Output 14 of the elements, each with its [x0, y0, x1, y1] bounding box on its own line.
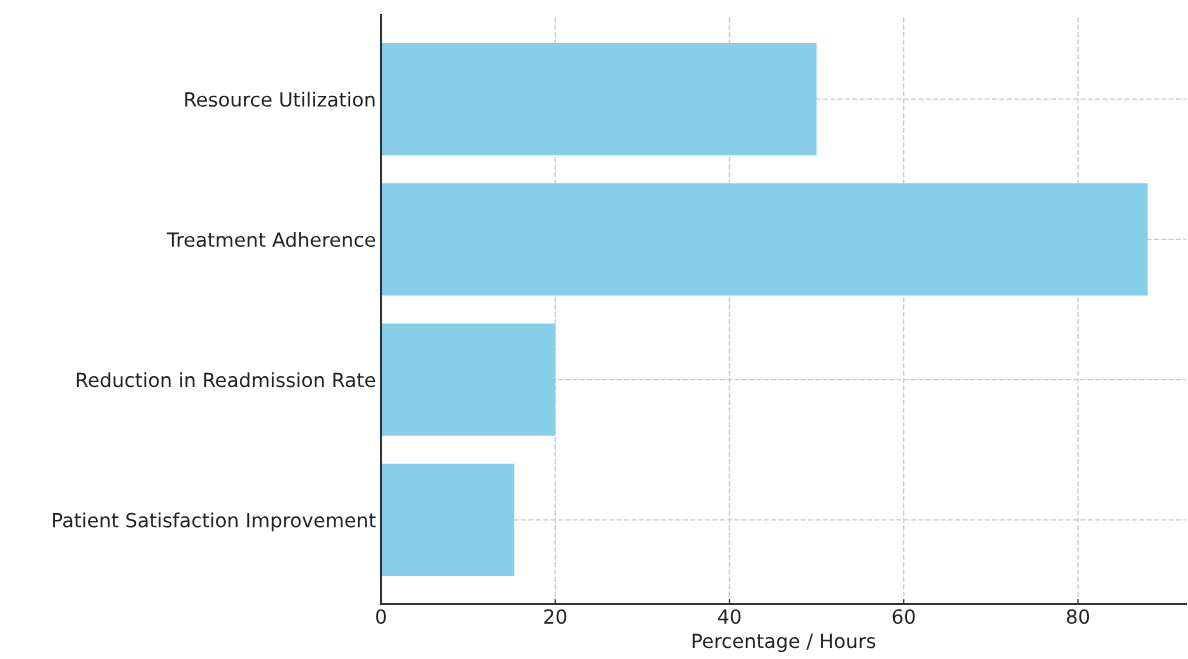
x-tick-label: 40 — [718, 609, 741, 624]
x-tick-label: 20 — [544, 609, 567, 624]
x-tick-label: 60 — [892, 609, 915, 624]
y-tick-label: Reduction in Readmission Rate — [76, 372, 376, 388]
x-tick-label: 80 — [1066, 609, 1090, 624]
bar — [381, 183, 1148, 296]
y-tick-label: Treatment Adherence — [166, 231, 376, 248]
x-axis-title: Percentage / Hours — [692, 633, 876, 653]
y-tick-label: Resource Utilization — [185, 91, 375, 107]
x-tick-label: 0 — [376, 609, 386, 624]
y-tick-label: Patient Satisfaction Improvement — [53, 512, 376, 532]
bar — [381, 43, 817, 156]
bar — [381, 323, 556, 436]
bar — [381, 463, 515, 576]
